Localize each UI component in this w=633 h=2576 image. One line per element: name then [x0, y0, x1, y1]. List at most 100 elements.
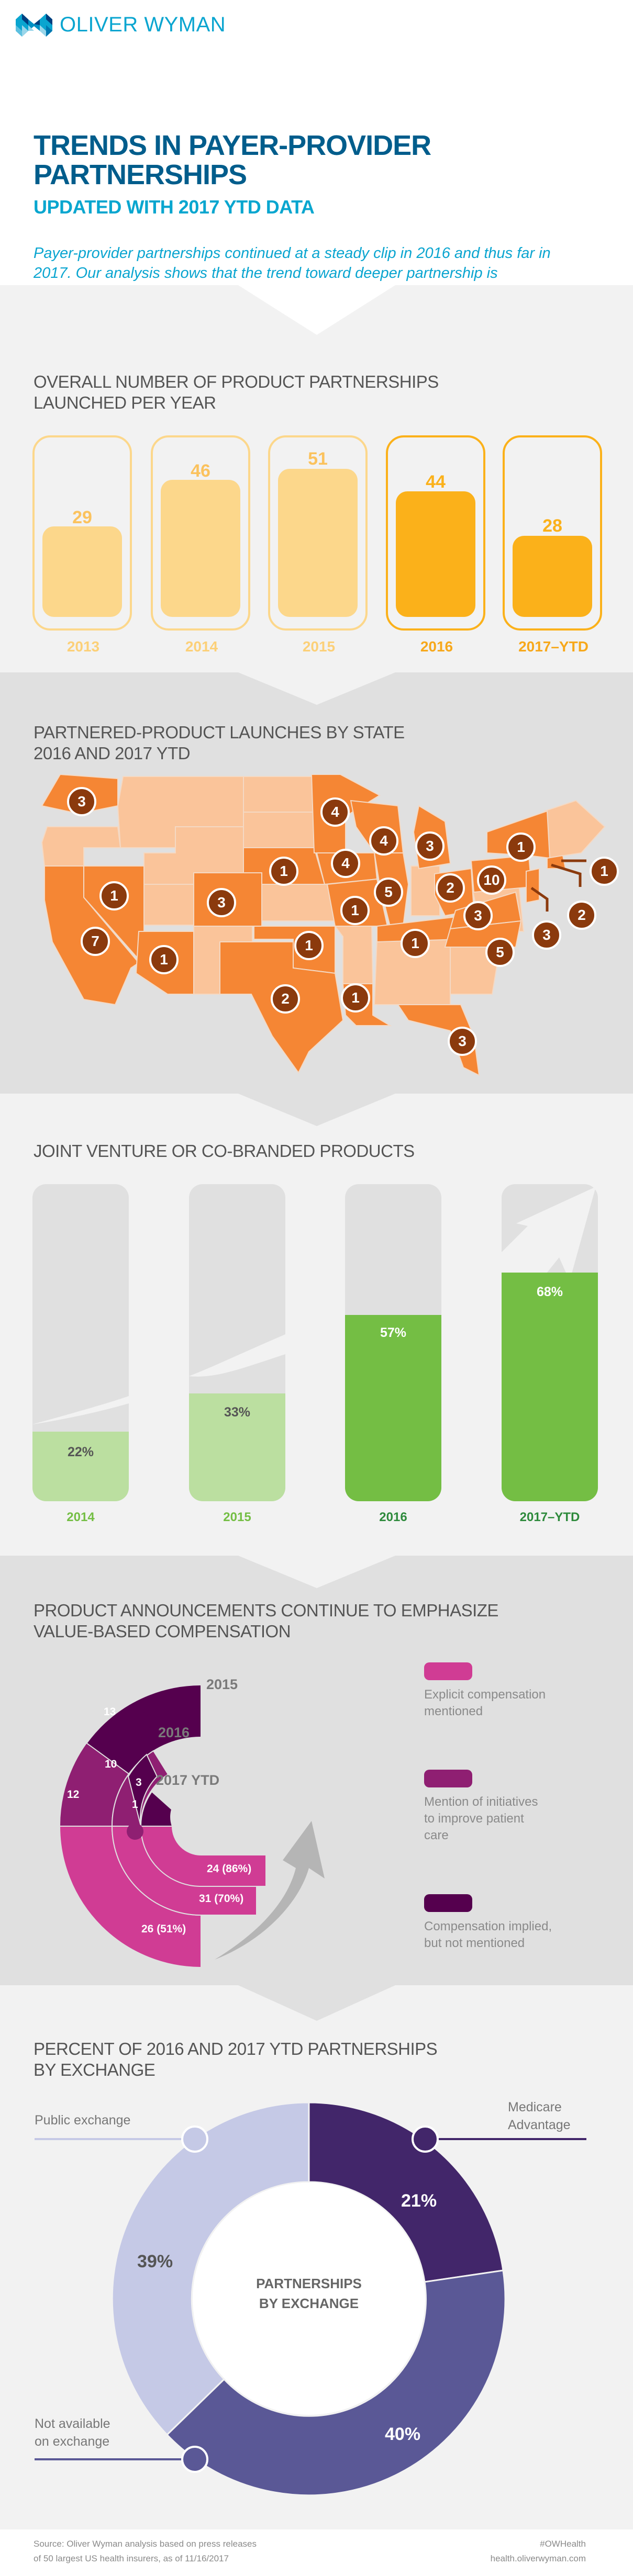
bar-value: 68%	[536, 1285, 563, 1299]
oliver-wyman-logo[interactable]: OLIVER WYMAN	[16, 13, 226, 37]
vbc-initiatives-2015: 12	[67, 1788, 80, 1801]
map-badge-co: 3	[207, 888, 236, 917]
legend-swatch-initiatives	[424, 1770, 472, 1787]
bar-value: 29	[72, 508, 92, 527]
map-badge-wa: 3	[67, 787, 96, 816]
map-title-line1: PARTNERED-PRODUCT LAUNCHES BY STATE	[34, 723, 405, 742]
bar-value: 28	[542, 516, 562, 536]
jv-title: JOINT VENTURE OR CO-BRANDED PRODUCTS	[34, 1141, 415, 1161]
vbc-explicit-2015: 26 (51%)	[141, 1923, 186, 1935]
medicare-line2: Advantage	[508, 2118, 571, 2132]
map-badge-oh: 2	[436, 873, 465, 903]
label-medicare-advantage: Medicare Advantage	[508, 2098, 571, 2134]
bar-fill	[278, 469, 358, 617]
bar-value: 44	[426, 472, 446, 492]
pct-medicare-advantage: 21%	[401, 2191, 437, 2211]
hashtag-link[interactable]: #OWHealth	[540, 2539, 586, 2549]
map-badge-ok: 1	[294, 931, 324, 960]
vbc-implied-2015: 13	[104, 1706, 116, 1718]
legend-swatch-implied	[424, 1894, 472, 1912]
bar-value: 33%	[224, 1405, 251, 1420]
bar-fill	[513, 536, 592, 617]
map-badge-ny: 1	[506, 833, 536, 862]
footer-links: #OWHealth health.oliverwyman.com	[491, 2537, 586, 2566]
map-badge-ca: 7	[81, 927, 110, 956]
jv-label-2016: 2016	[379, 1510, 407, 1524]
launch-bar-2015: 51	[268, 435, 368, 631]
launches-title-line1: OVERALL NUMBER OF PRODUCT PARTNERSHIPS	[34, 372, 439, 391]
bar-fill	[189, 1393, 285, 1501]
medicare-line1: Medicare	[508, 2100, 562, 2114]
center-line1: PARTNERSHIPS	[256, 2276, 362, 2291]
not-available-line2: on exchange	[35, 2434, 110, 2449]
exchange-title-line1: PERCENT OF 2016 AND 2017 YTD PARTNERSHIP…	[34, 2039, 438, 2058]
source-line2: of 50 largest US health insurers, as of …	[34, 2553, 229, 2563]
map-badge-mi: 3	[415, 831, 445, 861]
vbc-year-2016: 2016	[158, 1725, 190, 1740]
map-badge-mo: 1	[340, 896, 370, 925]
launch-label-2015: 2015	[302, 638, 336, 655]
vbc-title: PRODUCT ANNOUNCEMENTS CONTINUE TO EMPHAS…	[34, 1600, 498, 1642]
jv-bar-2017-ytd: 68%	[502, 1184, 598, 1501]
bar-value: 22%	[67, 1445, 94, 1459]
pct-not-available: 40%	[385, 2424, 421, 2444]
website-link[interactable]: health.oliverwyman.com	[490, 2553, 586, 2563]
trend-swoosh-icon	[32, 1298, 345, 1424]
jv-bar-2014: 22%	[32, 1184, 129, 1501]
legend-label-explicit: Explicit compensation mentioned	[424, 1688, 546, 1718]
bar-fill	[32, 1432, 129, 1501]
section-divider-chevron	[238, 285, 395, 335]
map-title: PARTNERED-PRODUCT LAUNCHES BY STATE 2016…	[34, 722, 405, 764]
pct-public-exchange: 39%	[137, 2252, 173, 2271]
vbc-year-2015: 2015	[206, 1677, 238, 1692]
exchange-title-line2: BY EXCHANGE	[34, 2060, 156, 2079]
vbc-implied-2017: 3	[136, 1776, 142, 1788]
section-divider-chevron	[238, 1556, 395, 1588]
launch-bar-2017-ytd: 28	[503, 435, 602, 631]
vbc-title-line1: PRODUCT ANNOUNCEMENTS CONTINUE TO EMPHAS…	[34, 1601, 498, 1620]
launch-bar-2014: 46	[151, 435, 250, 631]
legend-label-initiatives: Mention of initiatives to improve patien…	[424, 1795, 538, 1842]
map-badge-wi: 4	[369, 826, 398, 856]
exchange-donut-chart	[35, 2101, 586, 2496]
launches-title: OVERALL NUMBER OF PRODUCT PARTNERSHIPS L…	[34, 372, 439, 413]
vbc-explicit-2017: 24 (86%)	[207, 1863, 252, 1875]
bar-fill	[502, 1273, 598, 1501]
footer: Source: Oliver Wyman analysis based on p…	[0, 2529, 633, 2576]
bar-fill	[345, 1315, 441, 1501]
map-badge-az: 1	[149, 945, 179, 974]
vbc-initiatives-2017: 1	[132, 1798, 138, 1810]
vbc-explicit-2016: 31 (70%)	[199, 1893, 244, 1905]
header-section: OLIVER WYMAN TRENDS IN PAYER-PROVIDER PA…	[0, 0, 633, 321]
section-divider-chevron	[238, 1985, 395, 2021]
vbc-implied-2016: 10	[105, 1758, 117, 1770]
label-public-exchange: Public exchange	[35, 2113, 131, 2128]
legend-swatch-explicit	[424, 1662, 472, 1680]
not-available-line1: Not available	[35, 2416, 110, 2431]
map-badge-ia: 4	[331, 849, 360, 878]
legend-label-implied: Compensation implied, but not mentioned	[424, 1919, 552, 1950]
launch-label-2017-ytd: 2017–YTD	[518, 638, 588, 655]
map-badge-nv: 1	[99, 881, 129, 910]
map-badge-il: 5	[374, 878, 403, 907]
bar-fill	[42, 526, 122, 617]
map-badge-la: 1	[341, 983, 370, 1013]
state-nj	[526, 868, 540, 904]
vbc-year-2017: 2017 YTD	[156, 1772, 220, 1788]
launch-bar-2016: 44	[386, 435, 485, 631]
logo-text: OLIVER WYMAN	[60, 13, 226, 36]
section-divider-chevron	[238, 1094, 395, 1126]
jv-label-2015: 2015	[223, 1510, 251, 1524]
launch-bar-2013: 29	[32, 435, 132, 631]
bar-fill	[161, 480, 240, 617]
trend-arrow-icon	[502, 1187, 596, 1284]
map-badge-pa: 10	[477, 865, 506, 895]
map-badge-ct: 2	[567, 901, 596, 930]
oliver-wyman-logo-icon	[16, 13, 52, 37]
bar-fill	[396, 491, 475, 617]
page-title: TRENDS IN PAYER-PROVIDER PARTNERSHIPS	[34, 130, 431, 190]
map-badge-va: 3	[463, 901, 493, 930]
source-line1: Source: Oliver Wyman analysis based on p…	[34, 2539, 257, 2549]
radial-bar-chart	[59, 1684, 325, 1968]
launches-title-line2: LAUNCHED PER YEAR	[34, 393, 216, 412]
